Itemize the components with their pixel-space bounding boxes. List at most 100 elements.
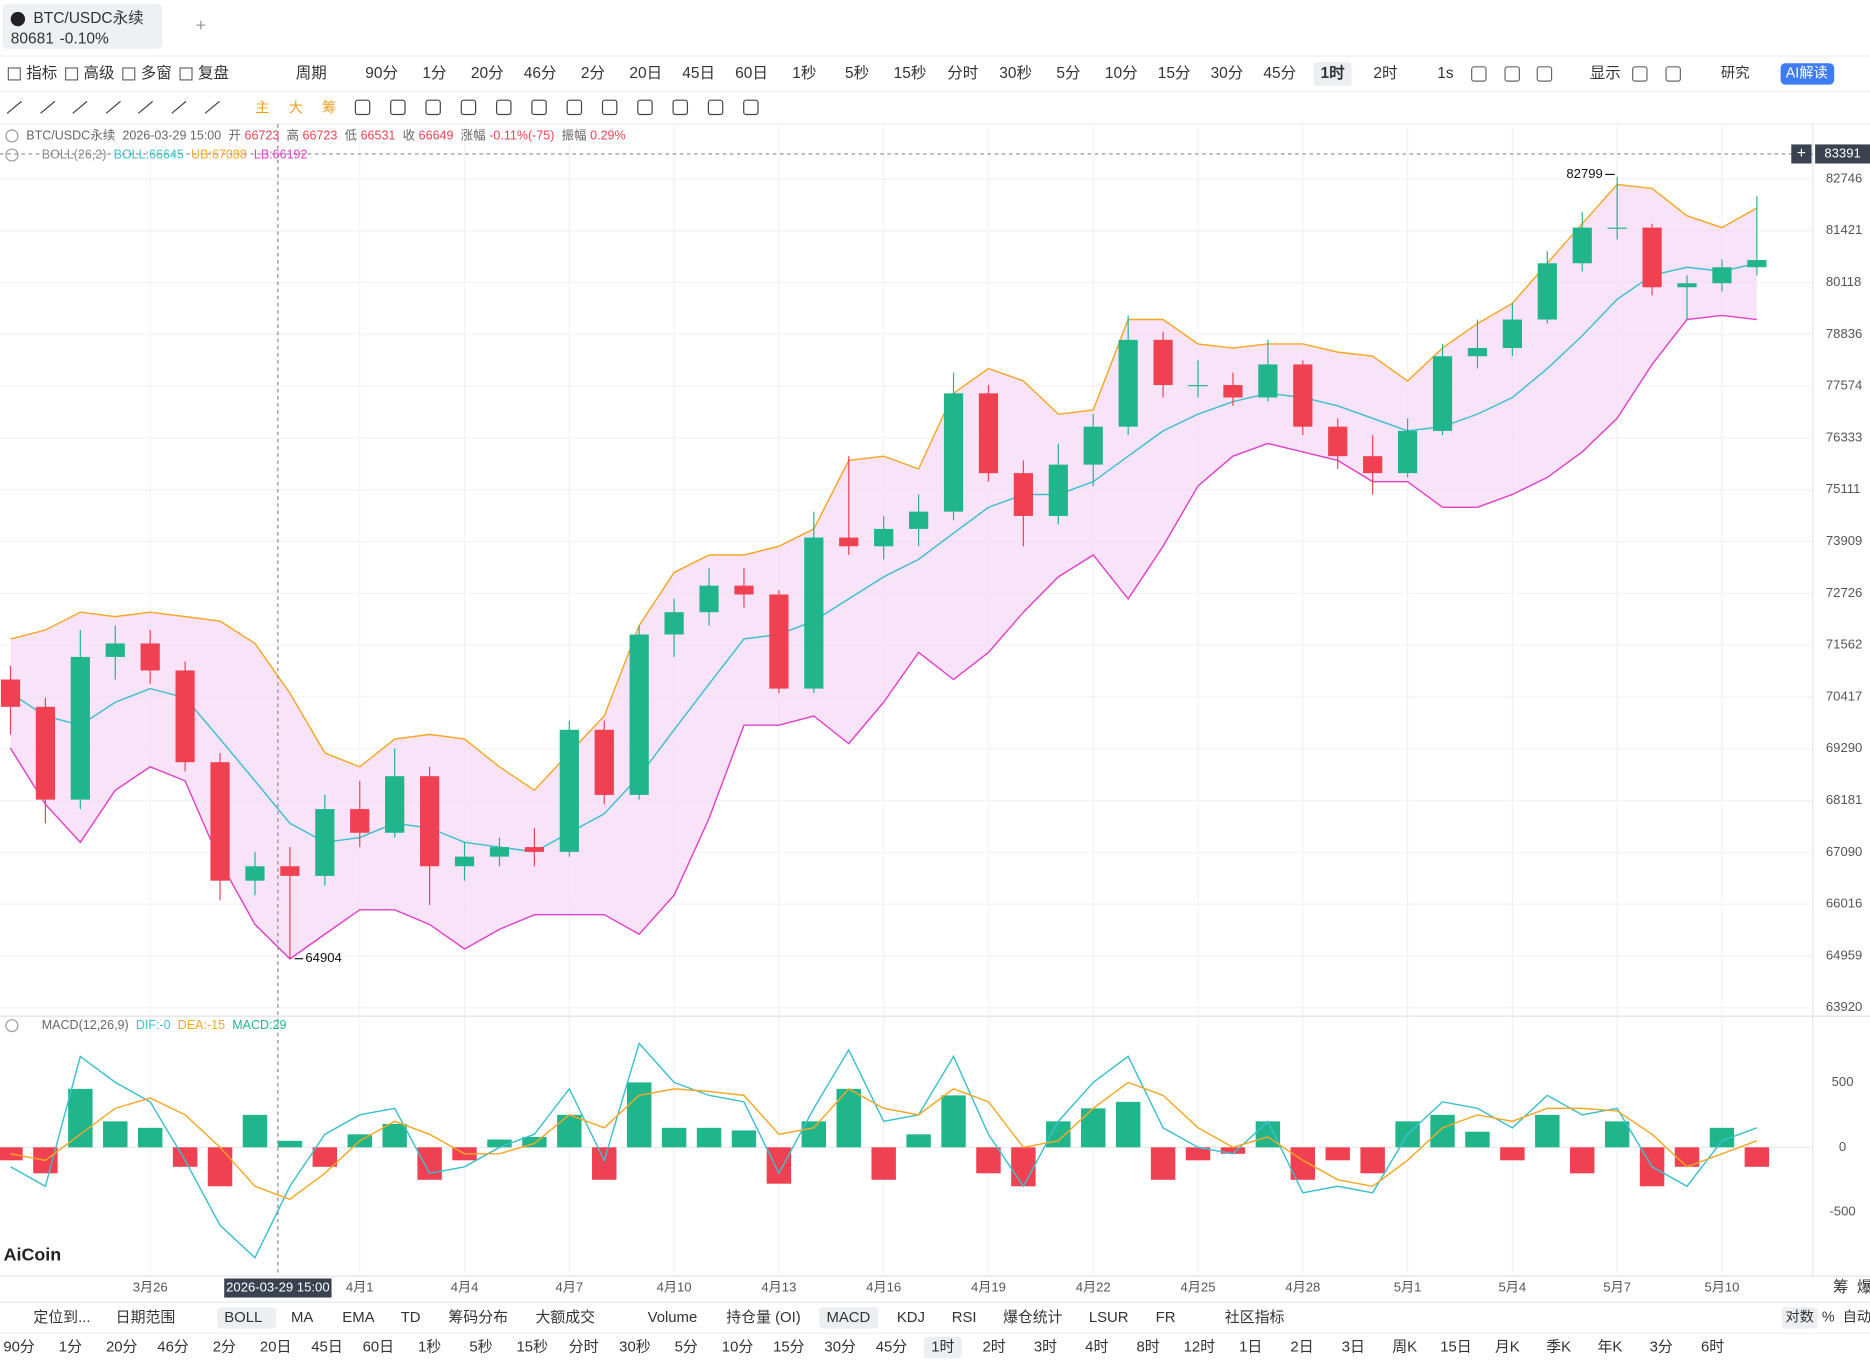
period-button[interactable]: 5分 — [675, 1339, 698, 1356]
draw-mode[interactable]: 主 — [255, 99, 269, 116]
period-button[interactable]: 1秒 — [418, 1339, 441, 1356]
display-button[interactable]: 显示 — [1590, 65, 1621, 82]
draw-tool[interactable] — [496, 99, 512, 116]
period-button[interactable]: 周K — [1392, 1339, 1417, 1356]
ai-button[interactable]: AI解读 — [1786, 65, 1828, 82]
period-button[interactable]: 1日 — [1239, 1340, 1262, 1356]
period-button[interactable]: 15秒 — [517, 1339, 549, 1356]
add-tab[interactable]: + — [196, 15, 206, 35]
period-button[interactable]: 12时 — [1184, 1339, 1216, 1356]
period-button[interactable]: 30分 — [1211, 64, 1244, 82]
period-button[interactable]: 5分 — [1056, 64, 1080, 82]
period-button[interactable]: 1时 — [931, 1339, 954, 1356]
period-button[interactable]: 3分 — [1650, 1339, 1673, 1356]
draw-mode[interactable]: 大 — [289, 99, 303, 116]
indicator-tab[interactable]: RSI — [952, 1310, 977, 1326]
toolbar-icon[interactable] — [1665, 66, 1681, 82]
draw-tool[interactable] — [707, 99, 724, 116]
indicator-tab[interactable]: EMA — [342, 1310, 374, 1326]
indicator-tab[interactable]: 定位到... — [33, 1309, 90, 1326]
draw-tool[interactable] — [204, 100, 220, 114]
period-button[interactable]: 20日 — [629, 65, 662, 82]
draw-tool[interactable] — [531, 99, 547, 116]
draw-mode[interactable]: 筹 — [322, 99, 336, 116]
period-button[interactable]: 60日 — [735, 65, 768, 82]
toolbar-icon[interactable] — [1632, 66, 1648, 82]
draw-tool[interactable] — [105, 100, 121, 114]
indicator-tab[interactable]: TD — [401, 1310, 421, 1326]
indicator-tab[interactable]: 持仓量 (OI) — [726, 1309, 800, 1326]
log-button[interactable]: 对数 — [1785, 1309, 1814, 1326]
indicator-tab[interactable]: 日期范围 — [116, 1309, 176, 1326]
tab-symbol[interactable]: BTC/USDC永续 — [33, 9, 143, 27]
period-button[interactable]: 分时 — [947, 64, 978, 82]
indicator-tab[interactable]: 社区指标 — [1225, 1309, 1285, 1326]
indicator-tab[interactable]: FR — [1156, 1310, 1176, 1326]
period-button[interactable]: 2分 — [213, 1339, 236, 1356]
period-button[interactable]: 2日 — [1290, 1340, 1313, 1356]
crosshair-add[interactable] — [1791, 144, 1812, 164]
collapse-icon[interactable] — [5, 1019, 19, 1033]
toolbar-icon[interactable] — [1536, 66, 1553, 82]
period-button[interactable]: 10分 — [722, 1339, 754, 1356]
side-button[interactable]: 爆 — [1857, 1277, 1870, 1296]
draw-tool[interactable] — [672, 99, 689, 116]
indicator-tab[interactable]: 大额成交 — [535, 1308, 595, 1326]
period-button[interactable]: 3日 — [1342, 1340, 1365, 1356]
draw-tool[interactable] — [354, 99, 371, 116]
period-button[interactable]: 30分 — [824, 1339, 856, 1356]
tool-button[interactable]: 指标 — [26, 64, 57, 82]
indicator-tab[interactable]: BOLL — [224, 1310, 262, 1326]
crosshair-add-icon[interactable]: + — [1797, 145, 1806, 162]
period-button[interactable]: 1分 — [422, 64, 446, 82]
draw-tool[interactable] — [171, 100, 187, 114]
period-button[interactable]: 2时 — [983, 1339, 1006, 1356]
period-button[interactable]: 4时 — [1085, 1339, 1108, 1356]
collapse-icon[interactable] — [5, 148, 19, 162]
tool-button[interactable]: 高级 — [83, 64, 114, 82]
toolbar-icon[interactable] — [1504, 66, 1520, 82]
period-button[interactable]: 20分 — [106, 1339, 138, 1356]
period-menu[interactable]: 周期 — [296, 64, 327, 82]
period-button[interactable]: 6时 — [1701, 1339, 1724, 1356]
draw-tool[interactable] — [425, 99, 441, 116]
period-button[interactable]: 15日 — [1440, 1340, 1471, 1356]
indicator-tab[interactable]: LSUR — [1089, 1310, 1129, 1326]
symbol-tab[interactable] — [2, 3, 163, 49]
period-button[interactable]: 20分 — [471, 64, 504, 82]
period-button[interactable]: 5秒 — [845, 64, 869, 82]
draw-tool[interactable] — [40, 100, 56, 114]
interval-1s[interactable]: 1s — [1437, 65, 1454, 82]
period-button[interactable]: 46分 — [524, 64, 557, 82]
draw-tool[interactable] — [601, 99, 618, 116]
period-button[interactable]: 10分 — [1105, 64, 1138, 82]
indicator-tab[interactable]: Volume — [648, 1310, 698, 1326]
period-button[interactable]: 季K — [1546, 1339, 1571, 1356]
period-button[interactable]: 5秒 — [469, 1339, 492, 1356]
draw-tool[interactable] — [72, 100, 88, 114]
period-button[interactable]: 月K — [1495, 1340, 1520, 1356]
period-button[interactable]: 3时 — [1034, 1339, 1057, 1356]
draw-tool[interactable] — [743, 99, 759, 116]
side-button[interactable]: 筹 — [1833, 1278, 1849, 1296]
period-button[interactable]: 46分 — [157, 1339, 189, 1356]
period-button[interactable]: 8时 — [1136, 1339, 1159, 1356]
draw-tool[interactable] — [637, 99, 653, 116]
period-button[interactable]: 30秒 — [999, 64, 1032, 82]
period-button[interactable]: 年K — [1598, 1339, 1623, 1356]
percent-button[interactable]: % — [1822, 1310, 1835, 1326]
period-button[interactable]: 45分 — [1263, 64, 1296, 82]
tool-button[interactable]: 多窗 — [141, 64, 172, 82]
period-button[interactable]: 1秒 — [792, 64, 816, 82]
indicator-tab[interactable]: 爆仓统计 — [1003, 1309, 1063, 1326]
period-button[interactable]: 1时 — [1321, 64, 1346, 82]
research-button[interactable]: 研究 — [1721, 65, 1750, 82]
period-button[interactable]: 20日 — [260, 1340, 291, 1356]
draw-tool[interactable] — [390, 99, 406, 116]
period-button[interactable]: 2时 — [1373, 64, 1397, 82]
tool-button[interactable]: 复盘 — [198, 63, 229, 82]
period-button[interactable]: 45日 — [311, 1340, 342, 1356]
period-button[interactable]: 1分 — [59, 1339, 82, 1356]
period-button[interactable]: 45日 — [682, 65, 715, 82]
indicator-tab[interactable]: MA — [291, 1310, 313, 1326]
